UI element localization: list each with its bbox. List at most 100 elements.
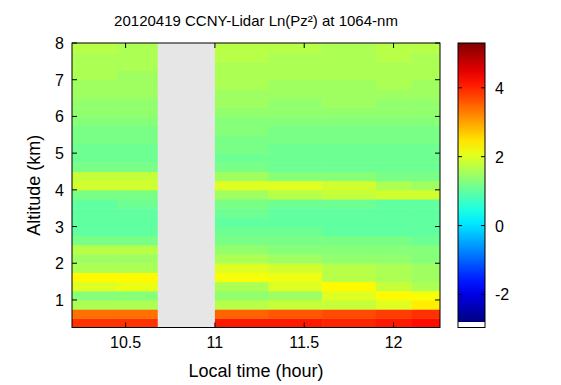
colorbar-tick bbox=[458, 87, 462, 88]
y-tick bbox=[72, 116, 77, 117]
cell bbox=[269, 282, 323, 292]
cell bbox=[322, 300, 376, 310]
cell bbox=[411, 98, 440, 108]
cell bbox=[72, 254, 117, 264]
cell bbox=[411, 71, 440, 81]
cell bbox=[269, 318, 323, 327]
cell bbox=[411, 263, 440, 273]
no-data-cell bbox=[158, 199, 216, 209]
y-tick-label: 7 bbox=[55, 72, 64, 89]
cell bbox=[117, 300, 159, 310]
no-data-cell bbox=[158, 300, 216, 310]
cell bbox=[269, 300, 323, 310]
cell bbox=[376, 254, 412, 264]
cell bbox=[117, 282, 159, 292]
cell bbox=[72, 144, 117, 154]
colorbar-tick bbox=[481, 87, 485, 88]
no-data-cell bbox=[158, 98, 216, 108]
cell bbox=[215, 116, 269, 126]
cell bbox=[411, 272, 440, 282]
cell bbox=[117, 135, 159, 145]
cell bbox=[117, 61, 159, 71]
cell bbox=[322, 116, 376, 126]
cell bbox=[376, 263, 412, 273]
cell bbox=[322, 190, 376, 200]
no-data-cell bbox=[158, 318, 216, 327]
cell bbox=[376, 162, 412, 172]
cell bbox=[322, 208, 376, 218]
cell bbox=[322, 272, 376, 282]
no-data-cell bbox=[158, 263, 216, 273]
x-tick-label: 11 bbox=[207, 334, 224, 351]
cell bbox=[411, 153, 440, 163]
no-data-cell bbox=[158, 282, 216, 292]
cell bbox=[72, 245, 117, 255]
y-tick bbox=[435, 189, 440, 190]
cell bbox=[117, 227, 159, 237]
cell bbox=[117, 318, 159, 327]
cell bbox=[215, 318, 269, 327]
cell bbox=[411, 227, 440, 237]
colorbar-tick bbox=[481, 225, 485, 226]
cell bbox=[215, 144, 269, 154]
colorbar-tick bbox=[458, 225, 462, 226]
cell bbox=[269, 153, 323, 163]
no-data-cell bbox=[158, 116, 216, 126]
cell bbox=[411, 80, 440, 90]
cell bbox=[72, 71, 117, 81]
y-tick bbox=[435, 116, 440, 117]
colorbar-tick-label: 2 bbox=[495, 149, 504, 166]
cell bbox=[72, 291, 117, 301]
cell bbox=[322, 71, 376, 81]
no-data-cell bbox=[158, 43, 216, 53]
cell bbox=[376, 318, 412, 327]
cell bbox=[322, 282, 376, 292]
cell bbox=[72, 89, 117, 99]
cell bbox=[376, 181, 412, 191]
cell bbox=[117, 272, 159, 282]
cell bbox=[117, 162, 159, 172]
x-tick bbox=[125, 43, 126, 48]
y-tick-label: 4 bbox=[55, 182, 64, 199]
cell bbox=[411, 291, 440, 301]
cell bbox=[269, 135, 323, 145]
cell bbox=[269, 309, 323, 319]
x-tick bbox=[125, 323, 126, 328]
y-tick bbox=[72, 299, 77, 300]
cell bbox=[215, 300, 269, 310]
cell bbox=[269, 190, 323, 200]
no-data-cell bbox=[158, 171, 216, 181]
cell bbox=[322, 135, 376, 145]
cell bbox=[322, 254, 376, 264]
cell bbox=[72, 52, 117, 62]
cell bbox=[72, 61, 117, 71]
cell bbox=[117, 190, 159, 200]
cell bbox=[117, 52, 159, 62]
no-data-cell bbox=[158, 190, 216, 200]
cell bbox=[215, 52, 269, 62]
x-tick bbox=[304, 323, 305, 328]
cell bbox=[269, 116, 323, 126]
cell bbox=[215, 263, 269, 273]
cell bbox=[322, 89, 376, 99]
cell bbox=[72, 181, 117, 191]
cell bbox=[411, 318, 440, 327]
cell bbox=[72, 107, 117, 117]
colorbar-tick-label: 0 bbox=[495, 218, 504, 235]
cell bbox=[322, 126, 376, 136]
cell bbox=[322, 43, 376, 53]
cell bbox=[117, 309, 159, 319]
cell bbox=[117, 80, 159, 90]
cell bbox=[376, 272, 412, 282]
cell bbox=[117, 153, 159, 163]
colorbar-frame bbox=[458, 43, 485, 328]
cell bbox=[376, 171, 412, 181]
cell bbox=[117, 144, 159, 154]
x-tick bbox=[304, 43, 305, 48]
x-tick bbox=[393, 323, 394, 328]
cell bbox=[215, 291, 269, 301]
cell bbox=[376, 61, 412, 71]
cell bbox=[215, 171, 269, 181]
y-tick-label: 6 bbox=[55, 108, 64, 125]
cell bbox=[411, 254, 440, 264]
